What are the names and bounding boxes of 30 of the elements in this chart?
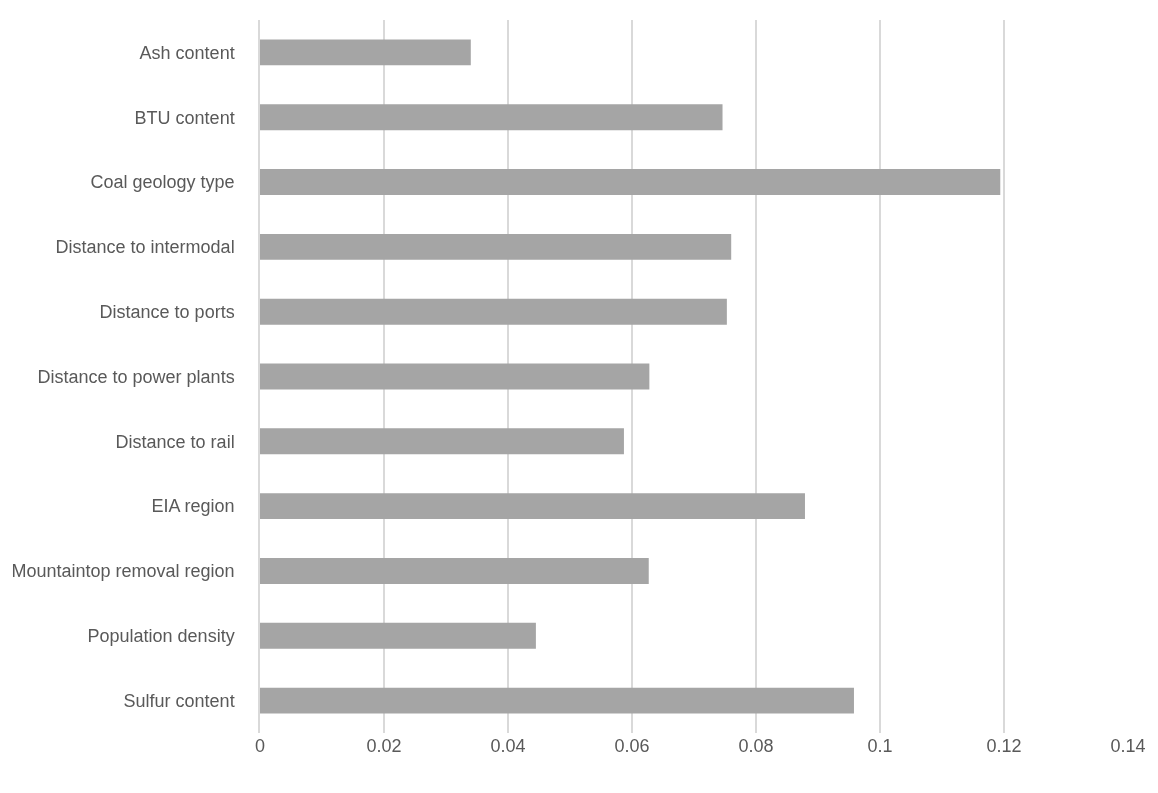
y-tick-label: Distance to rail (115, 431, 235, 452)
y-tick-label: Sulfur content (123, 690, 235, 711)
y-tick-label: Coal geology type (90, 172, 235, 193)
x-tick-label: 0.1 (867, 736, 893, 756)
y-tick-label: Ash content (139, 42, 235, 63)
x-tick-label: 0.12 (986, 736, 1022, 756)
bar (260, 104, 723, 131)
y-tick-label: EIA region (151, 496, 235, 517)
bar (260, 622, 536, 649)
bar (260, 39, 471, 66)
x-tick-label: 0.08 (738, 736, 774, 756)
bar (260, 428, 624, 455)
y-tick-label: Distance to power plants (37, 366, 235, 387)
x-tick-label: 0.04 (490, 736, 526, 756)
x-tick-label: 0.06 (614, 736, 650, 756)
bar (260, 493, 805, 520)
y-tick-label: Distance to ports (99, 301, 235, 322)
x-tick-label: 0.02 (366, 736, 402, 756)
bar (260, 557, 649, 584)
bar (260, 687, 854, 714)
bar (260, 363, 650, 390)
bar (260, 169, 1001, 196)
bar (260, 298, 727, 325)
y-tick-label: Population density (87, 626, 235, 647)
y-tick-label: Distance to intermodal (55, 237, 235, 258)
y-tick-label: Mountaintop removal region (11, 561, 235, 582)
bar (260, 233, 732, 260)
x-tick-label: 0 (254, 736, 266, 756)
x-tick-label: 0.14 (1110, 736, 1146, 756)
y-tick-label: BTU content (134, 107, 235, 128)
